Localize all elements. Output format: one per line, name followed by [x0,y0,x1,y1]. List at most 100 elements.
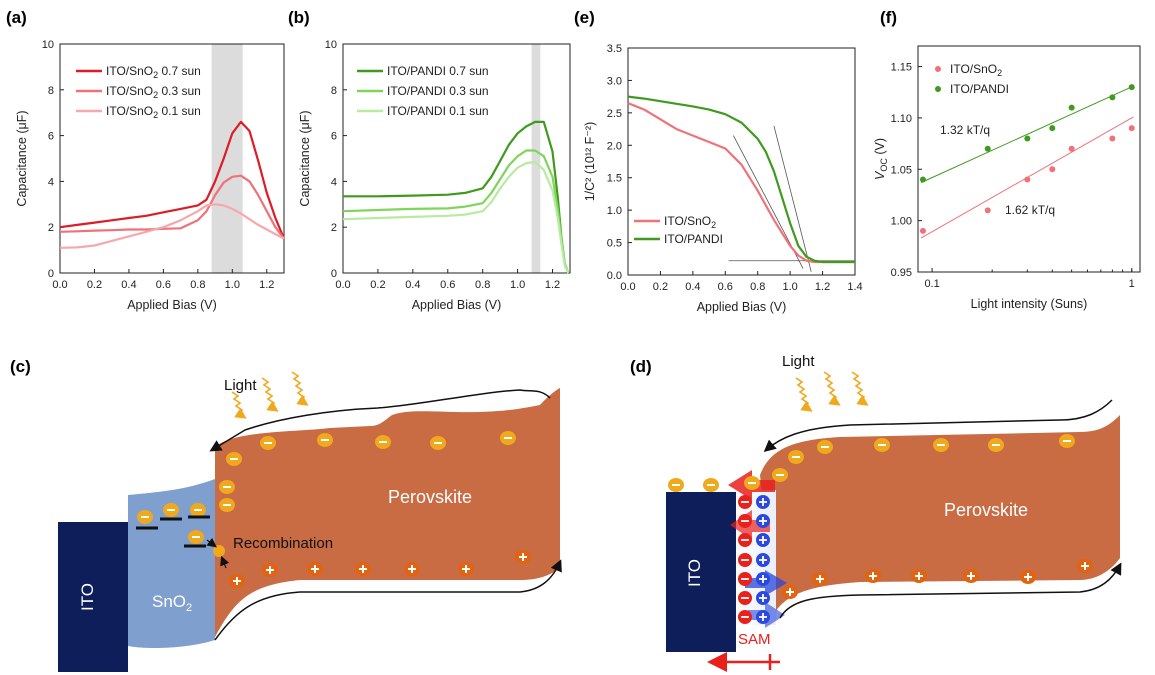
electron-icon [163,503,179,517]
electron-icon [874,438,890,452]
recombination-site-icon [213,545,225,557]
chart-e: 0.0 0.2 0.4 0.6 0.8 1.0 1.2 1.4 0.0 0.5 1.0 1.5 2.0 2… [583,43,863,314]
data-point [984,207,991,214]
panel-label-a: (a) [6,8,27,27]
x-tick-label: 0.0 [620,281,635,293]
electron-icon [188,530,204,544]
carriers-d [668,434,1093,599]
data-point [1024,135,1031,142]
legend-label: ITO/SnO2 0.3 sun [106,84,201,100]
data-point [1049,125,1056,132]
hole-icon [355,562,371,576]
y-axis-label: 1/C² (10¹² F⁻²) [583,122,597,202]
y-tick-label: 10 [42,39,54,51]
x-tick-label: 0.1 [924,278,939,290]
y-tick-label: 1.00 [891,216,912,228]
y-tick-label: 1.0 [607,205,622,217]
electron-icon [219,498,235,512]
y-tick-label: 4 [48,176,54,188]
y-tick-label: 2 [48,222,54,234]
x-tick-label: 0.6 [718,281,733,293]
series-line [342,149,570,274]
light-waves-c [231,371,309,419]
dipole-molecule-icon [738,514,770,528]
x-axis-label: Applied Bias (V) [412,298,502,312]
hole-flow-arrow [779,562,1122,619]
hole-icon [1077,559,1093,573]
hole-icon [458,562,474,576]
y-tick-label: 0.95 [891,267,912,279]
x-tick-label: 0.6 [156,279,171,291]
electron-flow-arrow [209,389,551,452]
sno2-label: SnO2 [152,592,192,614]
legend-label: ITO/SnO2 0.1 sun [106,104,201,120]
light-label: Light [224,377,257,394]
sam-dipoles [738,495,770,624]
series-line [59,174,285,240]
electron-icon [703,478,719,492]
plot-frame [342,43,571,274]
ito-electrode [58,522,128,672]
annotation-text: 1.62 kT/q [1005,203,1055,217]
electron-icon [317,433,333,447]
dipole-molecule-icon [738,495,770,509]
dipole-molecule-icon [738,553,770,567]
electron-icon [772,468,788,482]
recombination-label: Recombination [233,535,333,552]
legend-label: ITO/SnO2 [664,214,716,230]
electron-icon [219,480,235,494]
hole-icon [911,569,927,583]
hole-icon [782,585,798,599]
series-line [627,102,855,264]
data-point [1068,145,1075,152]
legend-label: ITO/PANDI [950,82,1009,96]
legend-label: ITO/PANDI 0.3 sun [387,84,489,98]
x-tick-label: 0.0 [335,279,350,291]
y-tick-label: 1.15 [891,62,912,74]
x-tick-label: 1.0 [225,279,240,291]
y-tick-label: 2.0 [607,140,622,152]
carriers-c [137,431,531,588]
y-tick-label: 1.10 [891,113,912,125]
dipole-molecule-icon [738,591,770,605]
data-point [1128,84,1135,91]
light-wave-icon [851,371,869,406]
x-tick-label: 0.8 [190,279,205,291]
light-wave-icon [291,371,309,406]
fit-line [920,85,1134,184]
x-tick-label: 1.2 [545,279,560,291]
x-tick-label: 0.6 [440,279,455,291]
data-point [984,145,991,152]
dipole-molecule-icon [738,610,770,624]
diagram-d: ITO SAM Perovskite Light [666,353,1122,672]
x-tick-label: 0.2 [87,279,102,291]
x-tick-label: 0.0 [52,279,67,291]
electron-icon [817,440,833,454]
perovskite-band [760,415,1120,612]
light-wave-icon [823,371,841,406]
series-line [59,203,285,249]
panel-label-b: (b) [288,8,310,27]
x-tick-label: 0.8 [750,281,765,293]
x-tick-label: 0.4 [685,281,700,293]
x-tick-label: 1.2 [259,279,274,291]
legend-label: ITO/PANDI [664,232,723,246]
electron-icon [933,438,949,452]
diagram-c: ITO SnO2 Perovskite Recombination Light [58,371,562,672]
panel-label-f: (f) [880,8,897,27]
plot-frame [627,47,856,276]
y-tick-label: 4 [331,176,337,188]
legend-label: ITO/PANDI 0.7 sun [387,64,489,78]
series-line [59,120,286,240]
series-line [342,160,570,274]
recombination-arrow [206,537,217,548]
x-tick-label: 0.4 [121,279,136,291]
hole-icon [515,550,531,564]
data-point [1109,94,1116,101]
perovskite-label: Perovskite [944,500,1028,520]
electron-icon [500,431,516,445]
chart-a: 0.0 0.2 0.4 0.6 0.8 1.0 1.2 0 2 4 6 8 10 Applied Bias… [15,39,286,312]
x-tick-label: 0.4 [405,279,420,291]
shaded-region [211,44,243,273]
electron-icon [788,450,804,464]
